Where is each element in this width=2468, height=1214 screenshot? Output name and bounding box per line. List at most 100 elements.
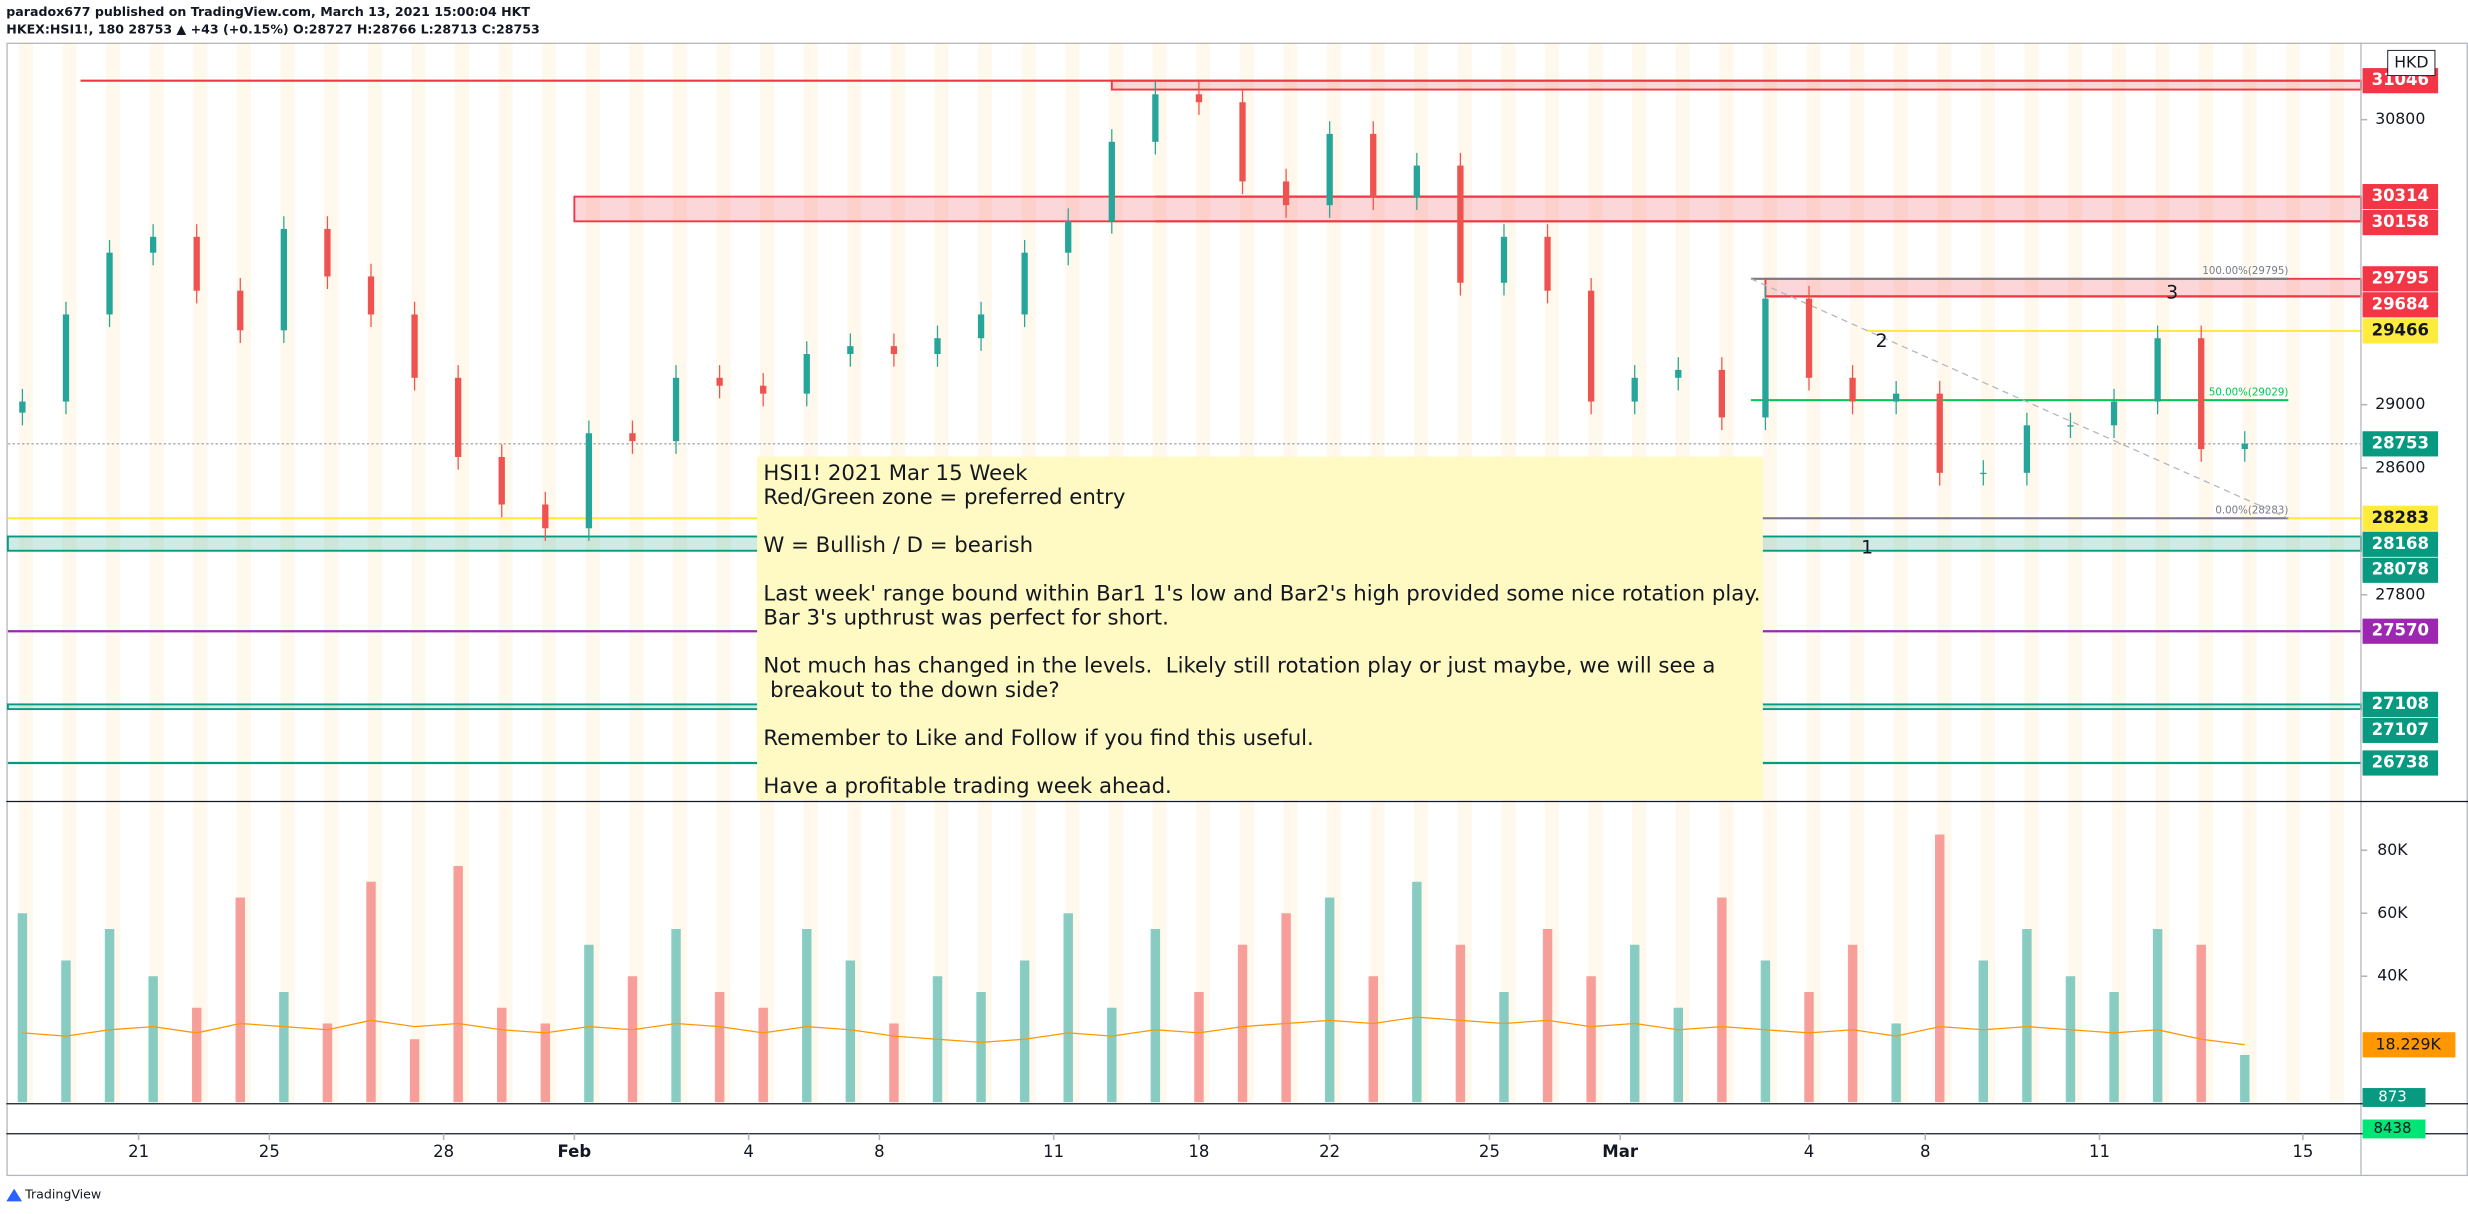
price-label: 28753	[2372, 433, 2429, 452]
candle-body	[1544, 236, 1551, 291]
price-pane: 100.00%(29795) 50.00%(29029) 0.00%(28283) 1…	[6, 79, 2362, 800]
volume-bar	[1368, 976, 1378, 1103]
session-stripe	[716, 42, 731, 1103]
volume-bar	[1107, 1007, 1117, 1103]
volume-bar	[17, 913, 28, 1103]
session-stripe	[2329, 42, 2344, 1103]
zone	[1764, 277, 2362, 298]
candle-body	[280, 228, 287, 331]
session-stripe	[2198, 42, 2214, 1103]
price-label: 26738	[2372, 752, 2429, 771]
session-stripe	[18, 42, 34, 1103]
candle-body	[2241, 443, 2248, 450]
candle-body	[1762, 298, 1769, 418]
volume-bar	[1281, 913, 1291, 1103]
volume-bar	[1847, 944, 1858, 1103]
volume-bar	[453, 866, 463, 1103]
volume-bar	[2065, 976, 2076, 1103]
candle-body	[2198, 338, 2205, 450]
x-tick-label: 11	[2089, 1142, 2110, 1161]
candle-body	[1108, 141, 1115, 222]
indicator-label-box	[2362, 1088, 2426, 1107]
price-label-box	[2362, 557, 2439, 583]
candle-body	[2023, 425, 2031, 473]
candle-body	[237, 290, 244, 331]
session-stripe	[2024, 42, 2039, 1103]
candle-body	[149, 236, 157, 253]
x-tick-label: Feb	[558, 1142, 592, 1161]
volume-bar	[1150, 929, 1161, 1103]
volume-bar	[1324, 897, 1335, 1103]
annotation: 2	[1876, 330, 1888, 352]
price-label-box	[2362, 618, 2439, 644]
annotation: 3	[2166, 281, 2178, 303]
candle-body	[1239, 102, 1246, 182]
volume-bar	[758, 1007, 768, 1103]
candle-body	[1805, 298, 1813, 378]
price-label: 29795	[2372, 268, 2429, 287]
candle-body	[1980, 472, 1987, 475]
volume-bar	[540, 1023, 551, 1103]
session-stripe	[2068, 42, 2083, 1103]
x-tick-label: 11	[1043, 1142, 1064, 1161]
vol-tick-label: 80K	[2377, 840, 2408, 859]
candle-body	[1631, 377, 1638, 402]
session-stripe	[1850, 42, 1865, 1103]
fib-label: 100.00%(29795)	[2202, 266, 2288, 277]
price-label-box	[2362, 318, 2439, 344]
candle-body	[1152, 94, 1159, 142]
volume-bar	[584, 944, 594, 1103]
volume-bar	[1935, 834, 1945, 1103]
session-stripe	[2155, 42, 2170, 1103]
y-tick-label: 29000	[2375, 394, 2425, 413]
candle-body	[803, 354, 810, 394]
candle-body	[1021, 252, 1028, 315]
price-label-box	[2362, 531, 2439, 557]
candle-body	[367, 276, 375, 315]
price-label-box	[2362, 691, 2439, 717]
price-label-box	[2362, 717, 2439, 743]
candle-body	[585, 433, 593, 529]
volume-bar	[845, 960, 856, 1103]
price-label-box	[2362, 266, 2439, 292]
fib-trend	[1750, 278, 2289, 519]
note-line: Have a profitable trading week ahead.	[763, 774, 1171, 799]
note-line: W = Bullish / D = bearish	[763, 533, 1033, 558]
session-stripe	[1980, 42, 1996, 1103]
x-tick-label: 25	[1479, 1142, 1500, 1161]
candle-body	[716, 377, 723, 386]
y-tick-label: 27800	[2375, 584, 2425, 603]
volume-bar	[1542, 929, 1553, 1103]
indicator-label: 8438	[2373, 1119, 2411, 1137]
candle-body	[1065, 221, 1072, 253]
volume-bar	[802, 929, 812, 1103]
volume-bar	[191, 1007, 202, 1103]
price-label-box	[2362, 184, 2439, 210]
volume-bar	[2240, 1054, 2250, 1103]
volume-bar	[279, 991, 289, 1103]
session-stripe	[542, 42, 557, 1103]
x-tick-label: 8	[1920, 1142, 1931, 1161]
fib-label: 0.00%(28283)	[2215, 505, 2288, 516]
fib-label: 50.00%(29029)	[2209, 387, 2288, 398]
volume-bar	[1237, 944, 1248, 1103]
x-tick-label: Mar	[1602, 1142, 1639, 1161]
frame	[6, 42, 2468, 1177]
x-tick-label: 28	[433, 1142, 454, 1161]
session-stripe	[2111, 42, 2126, 1103]
volume-bar	[1194, 991, 1204, 1103]
volume-bar	[1019, 960, 1030, 1103]
session-stripe	[62, 42, 77, 1103]
ma-label: 18.229K	[2376, 1034, 2442, 1053]
logo-icon	[6, 1188, 23, 1202]
candle-body	[1893, 393, 1900, 402]
volume-bar	[1586, 976, 1596, 1103]
volume-bar	[409, 1039, 420, 1103]
candle-body	[1936, 393, 1943, 473]
x-tick-label: 4	[743, 1142, 754, 1161]
y-tick-label: 30800	[2375, 109, 2425, 128]
volume-bar	[1673, 1007, 1684, 1103]
price-label: 29684	[2372, 294, 2429, 313]
price-label: 27570	[2372, 621, 2429, 640]
note-line: Remember to Like and Follow if you find …	[763, 726, 1313, 751]
